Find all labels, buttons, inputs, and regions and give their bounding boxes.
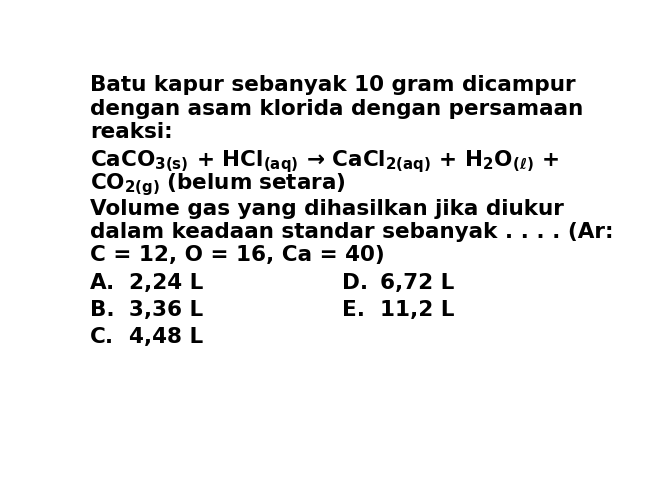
Text: reaksi:: reaksi: xyxy=(90,122,172,142)
Text: Volume gas yang dihasilkan jika diukur: Volume gas yang dihasilkan jika diukur xyxy=(90,199,564,219)
Text: $\mathbf{CaCO_{3(s)}}$$\mathbf{\,+\,}$$\mathbf{HCl_{(aq)}}$$\mathbf{\,\rightarro: $\mathbf{CaCO_{3(s)}}$$\mathbf{\,+\,}$$\… xyxy=(90,148,559,175)
Text: $\mathbf{CO_{2(g)}}$ $\mathbf{(belum\ setara)}$: $\mathbf{CO_{2(g)}}$ $\mathbf{(belum\ se… xyxy=(90,171,346,198)
Text: 4,48 L: 4,48 L xyxy=(129,327,203,347)
Text: A.: A. xyxy=(90,273,115,293)
Text: 3,36 L: 3,36 L xyxy=(129,300,203,319)
Text: 6,72 L: 6,72 L xyxy=(380,273,454,293)
Text: C = 12, O = 16, Ca = 40): C = 12, O = 16, Ca = 40) xyxy=(90,245,385,265)
Text: B.: B. xyxy=(90,300,115,319)
Text: dalam keadaan standar sebanyak . . . . (Ar:: dalam keadaan standar sebanyak . . . . (… xyxy=(90,222,614,242)
Text: 2,24 L: 2,24 L xyxy=(129,273,203,293)
Text: dengan asam klorida dengan persamaan: dengan asam klorida dengan persamaan xyxy=(90,98,583,118)
Text: D.: D. xyxy=(342,273,368,293)
Text: C.: C. xyxy=(90,327,114,347)
Text: 11,2 L: 11,2 L xyxy=(380,300,454,319)
Text: E.: E. xyxy=(342,300,365,319)
Text: Batu kapur sebanyak 10 gram dicampur: Batu kapur sebanyak 10 gram dicampur xyxy=(90,75,575,95)
